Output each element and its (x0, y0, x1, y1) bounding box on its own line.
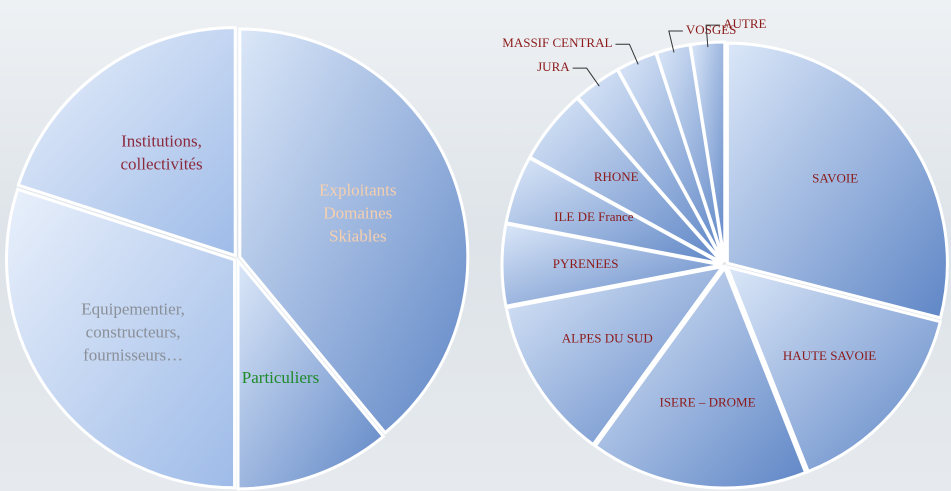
slice-label: Particuliers (242, 368, 319, 387)
pie-slice (236, 256, 386, 491)
pie-slice (504, 264, 726, 447)
pie-slice (725, 41, 949, 320)
leader-line (668, 30, 683, 53)
slice-label-line: Skiables (329, 226, 387, 245)
pie-slice (724, 264, 943, 474)
slice-label-line: Particuliers (242, 368, 319, 387)
pie-slice (593, 264, 808, 490)
slice-label-line: Institutions, (121, 132, 202, 151)
slice-label-line: Domaines (323, 203, 392, 222)
slice-label: RHONE (594, 169, 639, 184)
slice-label: SAVOIE (812, 171, 858, 186)
pie-slice (238, 27, 470, 435)
slice-label: HAUTE SAVOIE (783, 348, 876, 363)
slice-label: PYRENEES (553, 256, 619, 271)
pie-slice (16, 26, 237, 258)
leader-line (615, 43, 639, 65)
slice-label: MASSIF CENTRAL (502, 35, 612, 50)
slice-label-line: constructeurs, (86, 322, 181, 341)
slice-label: ISERE – DROME (659, 394, 755, 409)
pie-slice (5, 187, 237, 490)
slice-label-line: fournisseurs… (83, 345, 183, 364)
slice-label: VOSGES (686, 22, 737, 37)
leader-line (705, 24, 721, 48)
slice-label: Equipementier, constructeurs, fournisseurs… (81, 299, 185, 364)
slice-label: ALPES DU SUD (562, 331, 653, 346)
slice-label-line: Equipementier, (81, 299, 185, 318)
slice-label: JURA (537, 59, 570, 74)
slice-label: Exploitants Domaines Skiables (319, 180, 396, 245)
slice-label-line: collectivités (120, 155, 202, 174)
slice-label: ILE DE France (554, 209, 634, 224)
slice-label: Institutions, collectivités (120, 132, 202, 174)
slice-label-line: Exploitants (319, 180, 396, 199)
leader-line (572, 67, 600, 87)
slice-label: AUTRE (723, 16, 766, 31)
